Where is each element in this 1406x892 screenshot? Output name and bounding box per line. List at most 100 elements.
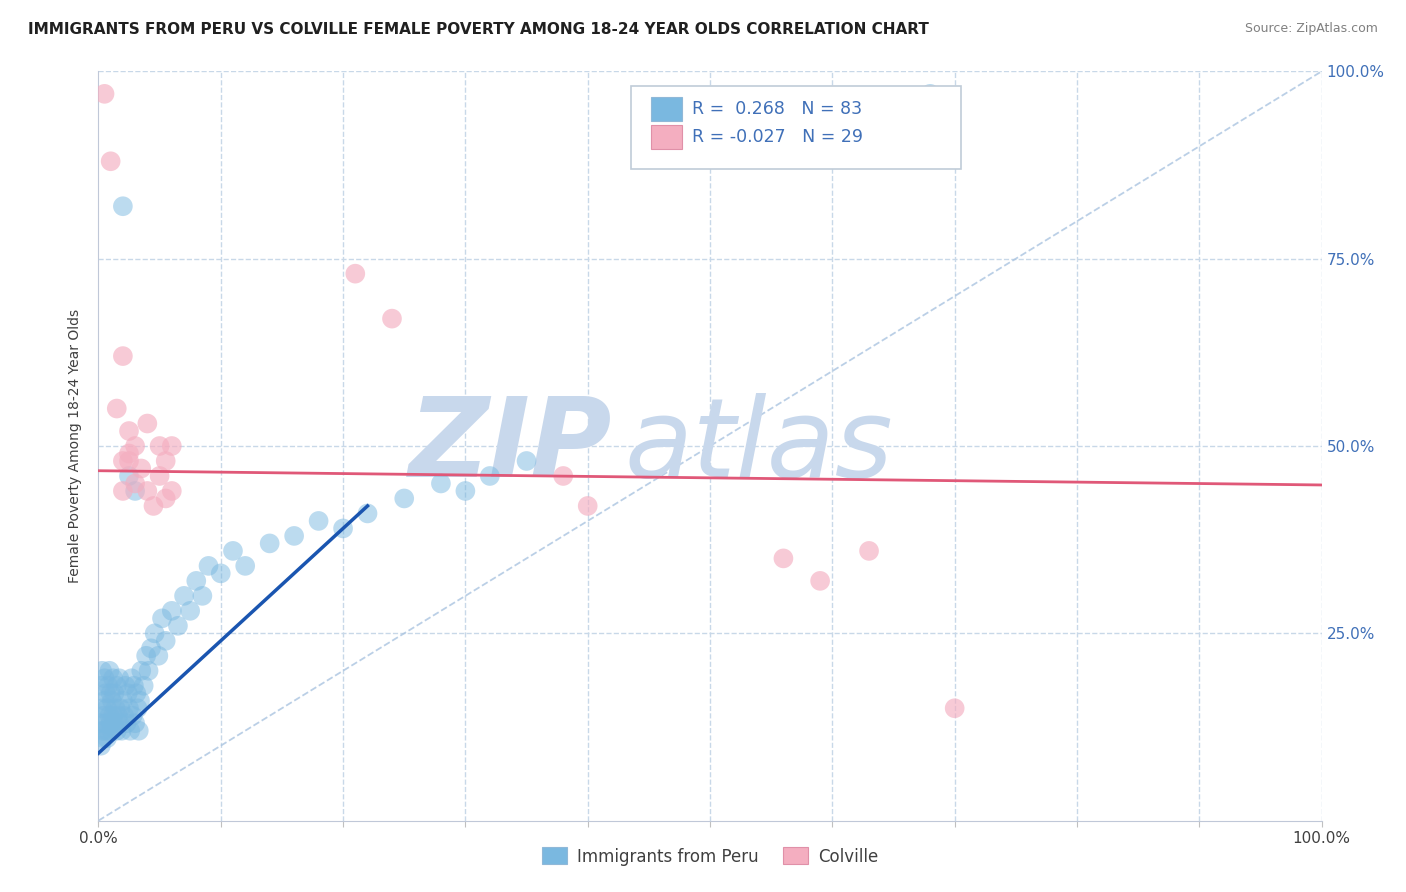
Point bbox=[91, 723, 114, 738]
Point bbox=[129, 694, 152, 708]
Point bbox=[125, 686, 148, 700]
Point bbox=[100, 154, 122, 169]
Point bbox=[160, 604, 183, 618]
Point bbox=[124, 716, 146, 731]
Point bbox=[122, 679, 145, 693]
Point bbox=[139, 641, 162, 656]
Point bbox=[155, 454, 177, 468]
Point bbox=[308, 514, 330, 528]
Point bbox=[772, 551, 794, 566]
FancyBboxPatch shape bbox=[630, 87, 960, 169]
Point bbox=[104, 701, 127, 715]
Point bbox=[808, 574, 831, 588]
Point bbox=[356, 507, 378, 521]
Point bbox=[392, 491, 416, 506]
Point bbox=[98, 708, 121, 723]
Point bbox=[108, 671, 131, 685]
Point bbox=[332, 521, 354, 535]
Point bbox=[149, 469, 172, 483]
Point bbox=[515, 454, 537, 468]
Point bbox=[118, 424, 141, 438]
Point bbox=[478, 469, 501, 483]
Point bbox=[105, 679, 128, 693]
Point bbox=[142, 499, 165, 513]
Point bbox=[98, 664, 121, 678]
Point bbox=[101, 708, 124, 723]
Point bbox=[576, 499, 599, 513]
Point bbox=[197, 558, 219, 573]
Point bbox=[553, 469, 575, 483]
Point bbox=[112, 708, 135, 723]
Point bbox=[96, 731, 118, 746]
Point bbox=[233, 558, 256, 573]
Point bbox=[135, 648, 157, 663]
Point bbox=[91, 708, 114, 723]
Point bbox=[111, 694, 134, 708]
Point bbox=[132, 679, 155, 693]
Point bbox=[186, 574, 208, 588]
Point bbox=[91, 701, 114, 715]
Point bbox=[222, 544, 245, 558]
Point bbox=[118, 701, 141, 715]
Point bbox=[91, 731, 114, 746]
Point bbox=[136, 483, 159, 498]
Point bbox=[117, 686, 139, 700]
Point bbox=[97, 723, 120, 738]
Point bbox=[160, 439, 183, 453]
Point bbox=[136, 417, 159, 431]
Point bbox=[128, 723, 150, 738]
Point bbox=[100, 686, 122, 700]
Point bbox=[155, 633, 177, 648]
Point bbox=[920, 87, 942, 101]
Point bbox=[148, 648, 170, 663]
Point bbox=[430, 476, 453, 491]
Point bbox=[90, 679, 112, 693]
Text: ZIP: ZIP bbox=[409, 392, 612, 500]
Bar bbox=[651, 97, 682, 120]
Point bbox=[120, 671, 142, 685]
Point bbox=[110, 701, 132, 715]
Point bbox=[94, 686, 117, 700]
Point bbox=[93, 694, 115, 708]
Point bbox=[91, 664, 114, 678]
Point bbox=[93, 723, 115, 738]
Point bbox=[127, 701, 149, 715]
Point bbox=[129, 461, 152, 475]
Bar bbox=[651, 125, 682, 149]
Point bbox=[124, 476, 146, 491]
Text: Source: ZipAtlas.com: Source: ZipAtlas.com bbox=[1244, 22, 1378, 36]
Point bbox=[118, 454, 141, 468]
Point bbox=[101, 694, 124, 708]
Point bbox=[173, 589, 195, 603]
Point bbox=[115, 716, 138, 731]
Point bbox=[118, 469, 141, 483]
Point bbox=[179, 604, 201, 618]
Point bbox=[90, 739, 112, 753]
Point bbox=[160, 483, 183, 498]
Point bbox=[150, 611, 173, 625]
Point bbox=[454, 483, 477, 498]
Point bbox=[111, 723, 134, 738]
Point bbox=[124, 439, 146, 453]
Point bbox=[97, 679, 120, 693]
Point bbox=[259, 536, 281, 550]
Point bbox=[111, 454, 134, 468]
Point bbox=[118, 446, 141, 460]
Point bbox=[108, 716, 131, 731]
Point bbox=[111, 483, 134, 498]
Point bbox=[107, 708, 129, 723]
Point bbox=[105, 401, 128, 416]
Point bbox=[121, 708, 143, 723]
Point bbox=[381, 311, 404, 326]
Legend: Immigrants from Peru, Colville: Immigrants from Peru, Colville bbox=[534, 841, 886, 872]
Point bbox=[100, 716, 122, 731]
Point bbox=[167, 619, 190, 633]
Point bbox=[93, 87, 115, 101]
Point bbox=[149, 439, 172, 453]
Point bbox=[96, 701, 118, 715]
Point bbox=[89, 716, 111, 731]
Point bbox=[103, 716, 125, 731]
Point bbox=[103, 686, 125, 700]
Point bbox=[191, 589, 214, 603]
Point bbox=[344, 267, 367, 281]
